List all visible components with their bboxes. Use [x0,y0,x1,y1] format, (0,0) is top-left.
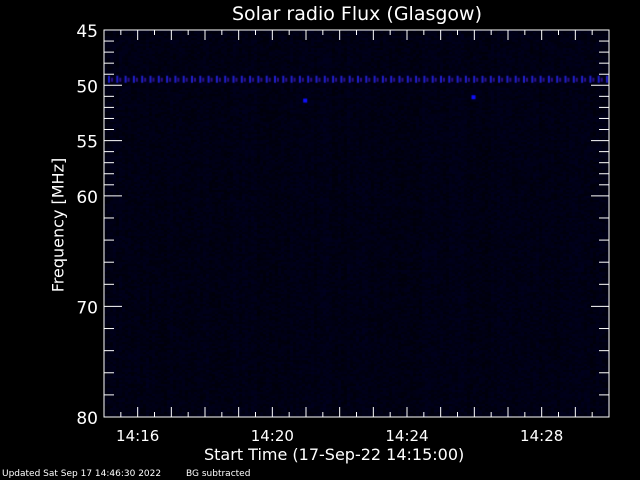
updated-timestamp: Updated Sat Sep 17 14:46:30 2022 [2,469,162,479]
y-tick-label: 50 [76,77,98,97]
spectrogram-image [104,30,609,417]
bg-subtracted-label: BG subtracted [186,469,251,479]
x-tick-label: 14:16 [116,427,159,445]
x-tick-label: 14:24 [385,427,428,445]
y-axis-label: Frequency [MHz] [48,157,68,293]
y-tick-label: 60 [76,188,98,208]
y-tick-label: 55 [76,133,98,153]
x-tick-label: 14:20 [251,427,294,445]
y-tick-label: 45 [76,22,98,42]
x-axis-label: Start Time (17-Sep-22 14:15:00) [204,445,465,464]
plot-frame [103,29,610,418]
y-tick-label: 80 [76,409,98,429]
chart-title: Solar radio Flux (Glasgow) [231,3,483,25]
y-tick-label: 70 [76,298,98,318]
x-tick-label: 14:28 [520,427,563,445]
